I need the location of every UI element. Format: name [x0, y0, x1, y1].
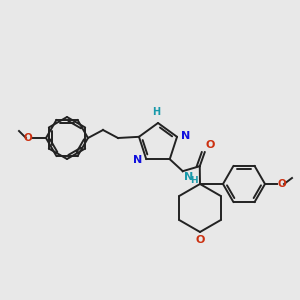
- Text: H: H: [152, 107, 160, 117]
- Text: O: O: [23, 133, 32, 143]
- Text: N: N: [184, 172, 193, 182]
- Text: O: O: [278, 179, 287, 189]
- Text: O: O: [206, 140, 215, 150]
- Text: O: O: [195, 235, 205, 245]
- Text: N: N: [133, 155, 142, 165]
- Text: H: H: [190, 176, 197, 185]
- Text: N: N: [181, 131, 190, 141]
